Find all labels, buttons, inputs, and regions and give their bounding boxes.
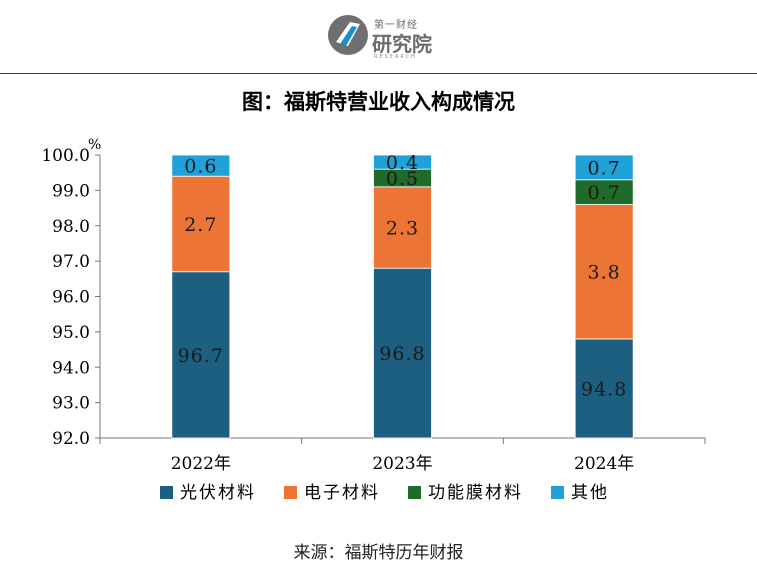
y-tick-label: 93.0 (52, 394, 90, 414)
data-label: 2.3 (386, 218, 419, 240)
legend-swatch-电子材料 (284, 486, 297, 499)
data-label: 96.7 (178, 345, 224, 367)
data-label: 0.4 (386, 152, 419, 174)
data-label: 94.8 (581, 378, 627, 400)
data-label: 0.6 (184, 156, 217, 178)
data-label: 0.7 (588, 182, 621, 204)
bar-segment-光伏材料 (373, 267, 432, 439)
stacked-bar-chart: 92.0 93.0 94.0 95.0 96.0 97.0 98.0 99.0 100.0% 20… (41, 137, 706, 503)
bar-segment-电子材料 (373, 186, 432, 269)
logo-top-text: 第一财经 (374, 20, 418, 31)
logo-main-text: 研究院 (372, 32, 432, 56)
bar-segment-光伏材料 (171, 271, 231, 439)
data-label: 0.7 (588, 157, 621, 179)
y-tick-label: 95.0 (52, 323, 90, 343)
legend-swatch-光伏材料 (160, 486, 173, 499)
y-tick-label: 92.0 (52, 429, 90, 449)
bar-segment-其他 (373, 154, 432, 170)
y-unit-label: % (88, 137, 101, 153)
data-label: 2.7 (184, 214, 217, 236)
legend-swatch-其他 (551, 486, 564, 499)
bar-segment-其他 (574, 154, 634, 181)
y-tick-label: 94.0 (52, 358, 90, 378)
bar-segment-光伏材料 (574, 338, 634, 439)
x-tick-label: 2022年 (171, 454, 231, 474)
brand-logo: 第一财经 研究院 RESEARCH (326, 12, 446, 62)
bar-segment-电子材料 (574, 204, 634, 340)
y-tick-label: 100.0 (41, 146, 90, 166)
legend-label-功能膜材料: 功能膜材料 (428, 483, 523, 503)
data-label: 0.5 (386, 168, 419, 190)
logo-emblem-icon (328, 15, 368, 55)
y-tick-label: 99.0 (52, 181, 90, 201)
bar-segment-其他 (171, 154, 231, 177)
legend-swatch-功能膜材料 (408, 486, 421, 499)
x-tick-label: 2023年 (372, 454, 432, 474)
legend-label-电子材料: 电子材料 (304, 483, 380, 503)
data-label: 3.8 (588, 262, 621, 284)
legend-label-光伏材料: 光伏材料 (180, 483, 256, 503)
bar-segment-电子材料 (171, 175, 231, 273)
logo-sub-text: RESEARCH (374, 54, 417, 60)
y-tick-label: 96.0 (52, 288, 90, 308)
header-divider (0, 73, 757, 74)
x-tick-label: 2024年 (574, 454, 634, 474)
y-tick-label: 98.0 (52, 217, 90, 237)
chart-title: 图：福斯特营业收入构成情况 (242, 89, 515, 114)
y-tick-label: 97.0 (52, 252, 90, 272)
data-label: 96.8 (379, 343, 425, 365)
legend-label-其他: 其他 (571, 483, 609, 503)
bar-segment-功能膜材料 (574, 179, 634, 205)
source-note: 来源：福斯特历年财报 (293, 543, 464, 563)
